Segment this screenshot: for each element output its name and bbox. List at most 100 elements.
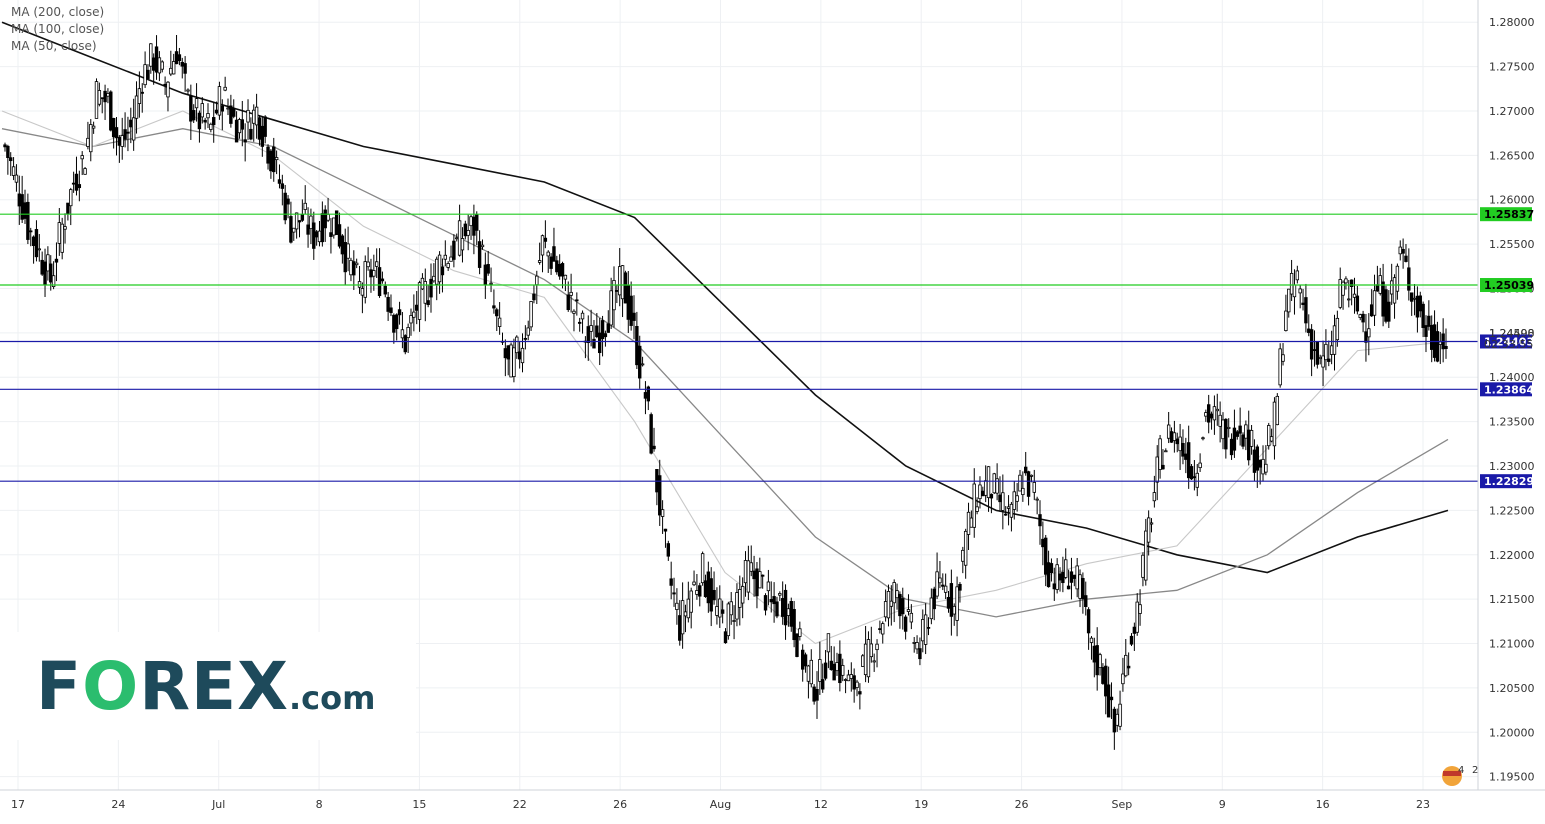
candle-body: [1369, 304, 1374, 317]
candle-body: [54, 258, 59, 263]
candle-body: [989, 494, 994, 499]
candle-body: [229, 105, 233, 124]
candle-body: [1129, 635, 1134, 645]
legend-item-ma50[interactable]: MA (50, close): [11, 39, 97, 53]
candle-body: [966, 511, 971, 535]
candle-body: [346, 243, 350, 259]
candle-body: [1181, 443, 1185, 457]
candle-body: [374, 261, 379, 267]
candle-body: [74, 173, 79, 191]
candle-body: [706, 571, 711, 604]
candle-body: [194, 98, 199, 109]
y-tick-label: 1.27500: [1489, 61, 1535, 74]
y-tick-label: 1.22500: [1489, 504, 1535, 517]
candle-body: [1398, 246, 1402, 255]
candle-body: [1175, 438, 1179, 445]
candle-body: [372, 270, 376, 277]
candle-body: [517, 351, 522, 360]
candle-body: [1364, 331, 1368, 343]
x-tick-label: 16: [1316, 798, 1330, 811]
candle-body: [1338, 279, 1342, 308]
candle-body: [460, 238, 465, 251]
y-tick-label: 1.28000: [1489, 16, 1535, 29]
candle-body: [397, 309, 402, 316]
candle-body: [1292, 284, 1297, 298]
candle-body: [117, 137, 122, 146]
candle-body: [1304, 297, 1308, 324]
candle-body: [832, 663, 836, 681]
time-axis[interactable]: 17 24 Jul 8 15 22 26 Aug 12 19 26 Sep 9 16 23: [11, 798, 1430, 811]
horizontal-levels[interactable]: [0, 213, 1478, 482]
candle-body: [1255, 446, 1259, 471]
candle-body: [1307, 328, 1311, 333]
candle-body: [1041, 538, 1045, 548]
candle-body: [6, 145, 10, 159]
candle-body: [978, 484, 982, 500]
candle-body: [1372, 290, 1377, 316]
candle-body: [263, 116, 267, 137]
candle-body: [649, 414, 653, 454]
candle-body: [735, 592, 739, 620]
candle-body: [1301, 302, 1305, 306]
candle-body: [1215, 408, 1219, 412]
candle-body: [1046, 562, 1051, 588]
candle-body: [1375, 284, 1380, 292]
candle-body: [635, 326, 639, 366]
candle-body: [9, 157, 13, 162]
y-tick-label: 1.23500: [1489, 416, 1535, 429]
bar-countdown: 02:33:55: [1484, 338, 1534, 351]
candle-body: [1198, 462, 1202, 469]
candle-body: [260, 125, 265, 147]
legend-item-ma100[interactable]: MA (100, close): [11, 22, 105, 36]
candle-body: [623, 272, 628, 304]
candle-body: [1178, 436, 1182, 452]
candle-body: [1006, 506, 1011, 509]
candle-body: [772, 596, 776, 605]
candle-body: [1335, 317, 1340, 341]
candle-body: [1201, 437, 1205, 440]
candle-body: [1169, 431, 1174, 443]
tray-icon[interactable]: 4 2: [1442, 765, 1478, 786]
candle-body: [1344, 278, 1348, 284]
x-tick-label: 26: [1015, 798, 1029, 811]
candle-body: [1224, 418, 1228, 450]
candle-body: [760, 574, 765, 577]
candle-body: [912, 641, 916, 644]
x-tick-label: 12: [814, 798, 828, 811]
candle-body: [1066, 585, 1071, 590]
candle-body: [612, 280, 616, 311]
candle-body: [246, 109, 250, 123]
x-tick-label: 17: [11, 798, 25, 811]
price-axis[interactable]: 1.28000 1.27500 1.27000 1.26500 1.26000 1.255…: [1480, 16, 1535, 784]
legend-item-ma200[interactable]: MA (200, close): [11, 5, 105, 19]
candle-body: [783, 589, 788, 626]
candle-body: [143, 64, 147, 86]
candle-body: [426, 300, 430, 305]
candle-body: [83, 168, 87, 175]
candle-body: [1407, 267, 1411, 291]
candle-body: [1361, 313, 1365, 323]
candle-body: [243, 139, 247, 143]
candle-body: [306, 224, 310, 235]
candle-body: [709, 578, 713, 612]
level-price-label: 1.23864: [1484, 383, 1534, 396]
candle-body: [1204, 412, 1208, 417]
candle-body: [1309, 329, 1314, 360]
candle-body: [901, 598, 905, 615]
candle-body: [1118, 703, 1122, 727]
candle-body: [572, 310, 576, 314]
candle-body: [1352, 293, 1357, 298]
candle-body: [300, 213, 305, 221]
y-tick-label: 1.22000: [1489, 549, 1535, 562]
candle-body: [472, 216, 476, 236]
y-tick-label: 1.26000: [1489, 194, 1535, 207]
candle-body: [1072, 574, 1077, 579]
candle-body: [535, 275, 539, 286]
candle-body: [1104, 665, 1108, 697]
candle-body: [532, 293, 536, 301]
candle-body: [486, 264, 490, 274]
candle-body: [1424, 325, 1428, 337]
y-tick-label: 1.21500: [1489, 593, 1535, 606]
candle-body: [638, 345, 642, 379]
candle-body: [386, 296, 390, 312]
